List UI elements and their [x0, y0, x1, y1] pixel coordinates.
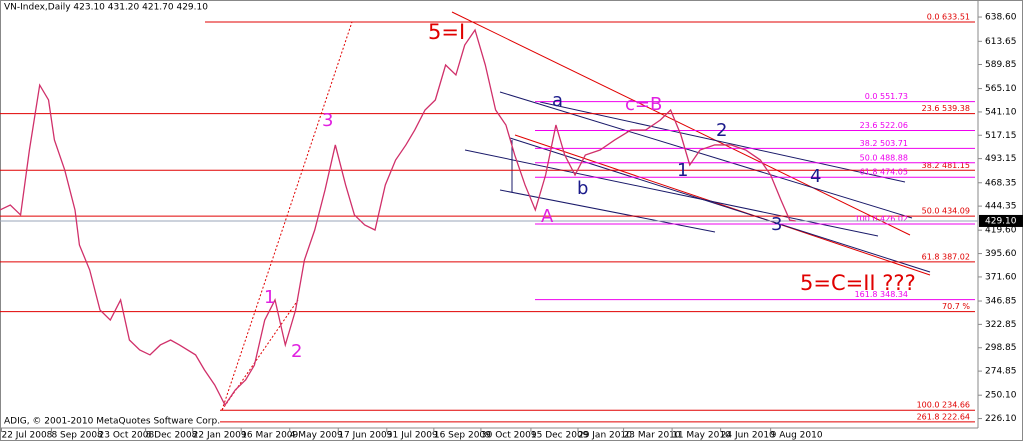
y-tick-label: 638.60: [985, 13, 1017, 23]
chart-title: VN-Index,Daily 423.10 431.20 421.70 429.…: [4, 3, 208, 13]
last-price-box: [979, 214, 1023, 227]
x-tick-label: 30 Oct 2009: [481, 431, 537, 441]
y-tick-label: 589.85: [985, 60, 1017, 70]
wave-label: a: [552, 90, 563, 111]
fib-label: 100.0 426.02: [855, 214, 908, 223]
fib-label: 61.8 474.05: [860, 168, 908, 177]
wave-label: 1: [677, 160, 688, 181]
wave-label: 3: [322, 110, 333, 131]
x-tick-label: 22 Jul 2008: [1, 431, 52, 441]
y-tick-label: 371.60: [985, 272, 1017, 282]
y-tick-label: 541.10: [985, 107, 1017, 117]
trendline: [499, 91, 913, 219]
wave-label: 5=C=II ???: [800, 271, 916, 295]
y-tick-label: 419.60: [985, 226, 1017, 236]
fib-label: 0.0 551.73: [865, 92, 908, 101]
fib-label: 100.0 234.66: [917, 401, 970, 410]
y-tick-label: 468.35: [985, 178, 1017, 188]
trendlines: [221, 11, 931, 411]
trendline: [464, 149, 879, 237]
wave-label: c=B: [625, 94, 662, 115]
fib-label: 50.0 434.09: [922, 207, 970, 216]
x-tick-label: 22 Jan 2009: [193, 431, 247, 441]
y-tick-label: 395.60: [985, 249, 1017, 259]
fib-label: 61.8 387.02: [922, 252, 970, 261]
wave-label: b: [577, 178, 588, 199]
y-tick-label: 250.10: [985, 391, 1017, 401]
trendline: [499, 189, 716, 233]
price-line: [0, 28, 796, 407]
fib-label: 0.0 633.51: [927, 12, 970, 21]
x-tick-label: 31 Jul 2009: [387, 431, 438, 441]
last-price-label: 429.10: [985, 216, 1017, 226]
x-tick-label: 16 Sep 2009: [434, 431, 491, 441]
y-tick-label: 226.10: [985, 414, 1017, 424]
fib-label: 50.0 488.88: [860, 153, 908, 162]
footer: ADIG, © 2001-2010 MetaQuotes Software Co…: [4, 417, 220, 427]
trendline: [539, 101, 906, 183]
y-tick-label: 517.15: [985, 131, 1017, 141]
x-tick-label: 16 Mar 2009: [241, 431, 298, 441]
fib-label: 23.6 539.38: [922, 104, 970, 113]
fib-label: 261.8 222.64: [917, 412, 970, 421]
y-tick-label: 444.35: [985, 202, 1017, 212]
trendline: [509, 137, 931, 273]
wave-label: 1: [264, 287, 275, 308]
x-tick-label: 11 May 2010: [672, 431, 731, 441]
wave-label: A: [541, 206, 554, 227]
fib-label: 38.2 503.71: [860, 139, 908, 148]
x-tick-label: 23 Mar 2010: [624, 431, 681, 441]
x-tick-label: 23 Oct 2008: [99, 431, 155, 441]
trendline: [451, 11, 911, 236]
wave-label: 5=I: [428, 20, 465, 44]
x-tick-label: 8 Dec 2008: [146, 431, 198, 441]
wave-label: 2: [291, 341, 302, 362]
x-tick-label: 9 Aug 2010: [771, 431, 823, 441]
wave-label: 2: [716, 120, 727, 141]
y-tick-label: 322.85: [985, 320, 1017, 330]
x-tick-label: 29 Jan 2010: [578, 431, 632, 441]
x-tick-label: 24 Jun 2010: [721, 431, 775, 441]
y-tick-label: 346.85: [985, 297, 1017, 307]
wave-label: 4: [810, 166, 821, 187]
x-tick-label: 17 Jun 2009: [338, 431, 392, 441]
y-tick-label: 274.85: [985, 367, 1017, 377]
y-tick-label: 613.65: [985, 37, 1017, 47]
fib-label: 161.8 348.34: [855, 290, 908, 299]
wave-label: 3: [771, 214, 782, 235]
x-tick-label: 15 Dec 2009: [531, 431, 589, 441]
y-tick-label: 493.15: [985, 154, 1017, 164]
y-tick-label: 298.85: [985, 343, 1017, 353]
x-tick-label: 8 Sep 2008: [51, 431, 103, 441]
y-tick-label: 565.10: [985, 84, 1017, 94]
fib-label: 38.2 481.15: [922, 161, 970, 170]
fib-label: 23.6 522.06: [860, 121, 908, 130]
fib-label: 70.7 %: [942, 302, 970, 311]
x-tick-label: 4 May 2009: [290, 431, 343, 441]
